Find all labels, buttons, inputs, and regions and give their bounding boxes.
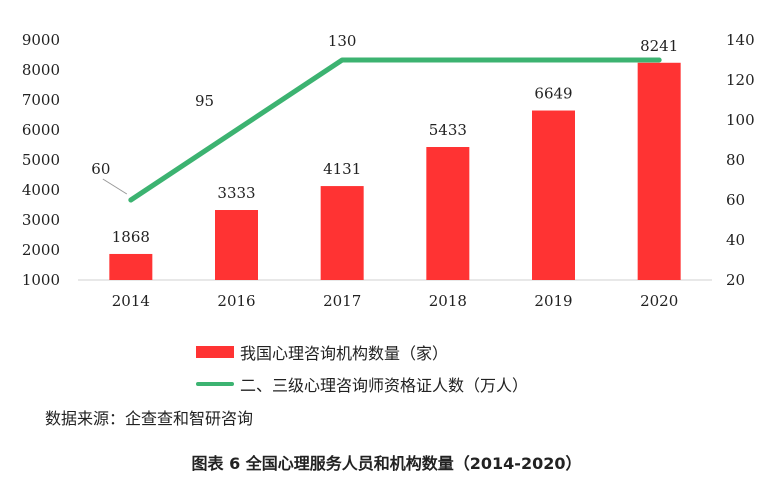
bar-data-label: 4131: [323, 160, 361, 178]
right-axis-tick-label: 120: [726, 71, 755, 89]
legend-swatch-line: [196, 382, 234, 386]
figure-caption: 图表 6 全国心理服务人员和机构数量（2014-2020）: [191, 454, 582, 473]
bar: [426, 147, 470, 280]
left-axis-tick-label: 5000: [22, 151, 60, 169]
right-axis-tick-label: 100: [726, 111, 755, 129]
bar: [532, 110, 575, 280]
left-axis-tick-label: 3000: [22, 211, 60, 229]
x-axis-tick-label: 2014: [112, 292, 150, 310]
x-axis-tick-label: 2018: [429, 292, 467, 310]
label-leader-line: [102, 178, 128, 195]
legend-item-line: 二、三级心理咨询师资格证人数（万人）: [196, 372, 528, 396]
x-axis-tick-label: 2019: [534, 292, 572, 310]
left-axis-tick-label: 8000: [22, 61, 60, 79]
legend-swatch-bar: [196, 346, 234, 358]
legend-label-bar: 我国心理咨询机构数量（家）: [240, 344, 449, 363]
bar: [109, 253, 153, 280]
right-axis-tick-label: 20: [726, 271, 745, 289]
left-axis-tick-label: 6000: [22, 121, 60, 139]
bar-data-label: 3333: [217, 184, 255, 202]
right-axis-tick-label: 60: [726, 191, 745, 209]
x-axis-tick-label: 2020: [640, 292, 678, 310]
x-axis-tick-label: 2017: [323, 292, 361, 310]
legend-item-bar: 我国心理咨询机构数量（家）: [196, 340, 448, 364]
line-data-label: 130: [328, 32, 357, 50]
line-data-label: 60: [91, 160, 110, 178]
legend-label-line: 二、三级心理咨询师资格证人数（万人）: [240, 376, 529, 395]
bar-data-label: 5433: [429, 121, 467, 139]
bar-data-label: 6649: [534, 85, 572, 103]
right-axis-tick-label: 140: [726, 31, 755, 49]
chart: 1000 2000 3000 4000 5000 6000 7000 8000 9000 20 40…: [22, 31, 755, 310]
source-note: 数据来源：企查查和智研咨询: [45, 409, 254, 428]
bar: [215, 210, 258, 280]
bar-data-label: 1868: [112, 228, 150, 246]
bar-data-label: 8241: [640, 37, 678, 55]
right-axis-tick-label: 80: [726, 151, 745, 169]
left-axis-tick-label: 4000: [22, 181, 60, 199]
left-axis-tick-label: 7000: [22, 91, 60, 109]
x-axis-tick-label: 2016: [217, 292, 255, 310]
left-axis-tick-label: 9000: [22, 31, 60, 49]
line-data-label: 95: [195, 92, 214, 110]
bar: [637, 62, 681, 280]
bar: [320, 186, 364, 280]
left-axis-tick-label: 1000: [22, 271, 60, 289]
left-axis-tick-label: 2000: [22, 241, 60, 259]
line-series: [128, 57, 662, 203]
right-axis-tick-label: 40: [726, 231, 745, 249]
